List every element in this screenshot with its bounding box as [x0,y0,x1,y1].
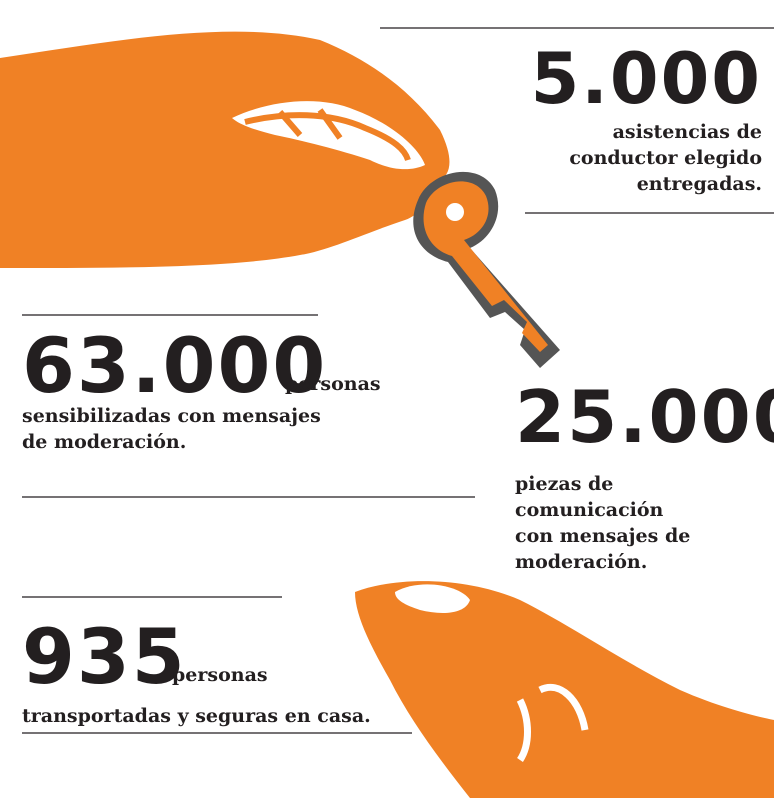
stat-number: 25.000 [515,375,774,459]
stat-suffix: personas [172,664,268,686]
stat-text: de moderación. [22,431,186,453]
stat-text: entregadas. [637,173,762,195]
stat-text: comunicación [515,499,664,521]
giving-hand [0,32,449,268]
stat-number: 63.000 [22,321,327,410]
stat-text: piezas de [515,473,613,495]
receiving-hand [355,581,774,798]
stat-text: sensibilizadas con mensajes [22,405,321,427]
key [413,172,560,368]
stat-text: conductor elegido [569,147,762,169]
stat-number: 5.000 [531,38,762,120]
stat-number: 935 [22,612,187,701]
stat-text: moderación. [515,551,647,573]
stat-text: asistencias de [613,121,762,143]
stat-text: transportadas y seguras en casa. [22,705,371,727]
stat-suffix: personas [285,373,381,395]
page: 5.000 asistencias de conductor elegido e… [0,0,774,798]
stat-text: con mensajes de [515,525,690,547]
infographic: 5.000 asistencias de conductor elegido e… [0,0,774,798]
